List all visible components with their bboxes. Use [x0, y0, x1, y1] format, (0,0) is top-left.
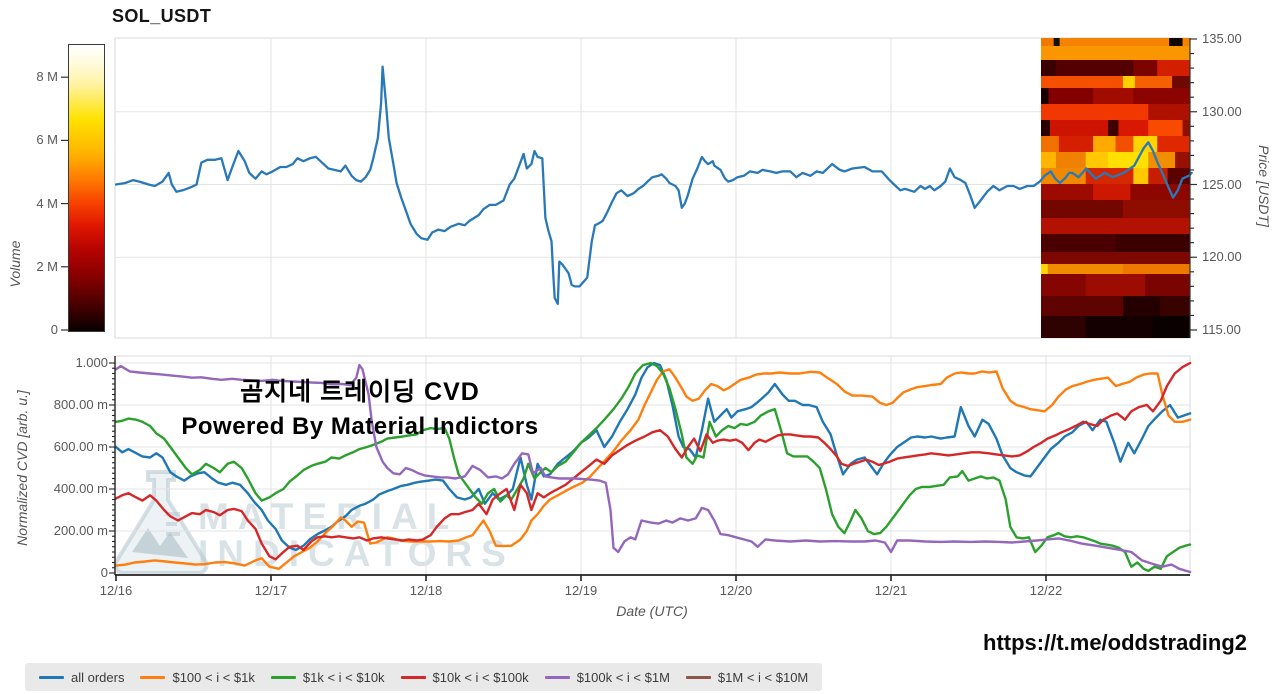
cvd-tick-label: 0 [100, 565, 108, 580]
legend-label: $100k < i < $1M [576, 669, 670, 685]
volume-tick-label: 8 M [36, 69, 58, 85]
cvd-tick-label: 600.00 m [53, 439, 108, 454]
legend-item-5: $1M < i < $10M [685, 669, 809, 685]
legend-label: $1k < i < $10k [302, 669, 385, 685]
volume-tick-label: 4 M [36, 195, 58, 211]
cvd-axis-label: Normalized CVD [arb. u.] [14, 390, 30, 546]
date-tick-label: 12/21 [874, 583, 908, 598]
price-tick-label: 130.00 [1202, 103, 1242, 119]
date-tick-label: 12/16 [99, 583, 133, 598]
legend-item-4: $100k < i < $1M [544, 669, 670, 685]
legend-item-0: all orders [39, 670, 124, 685]
date-axis-label: Date (UTC) [616, 603, 688, 619]
legend-item-3: $10k < i < $100k [400, 669, 529, 685]
volume-tick-label: 0 [50, 322, 58, 337]
legend-swatch-icon [140, 675, 166, 679]
chart-title: SOL_USDT [112, 6, 212, 26]
volume-tick-label: 6 M [36, 132, 58, 148]
legend-item-1: $100 < i < $1k [140, 669, 255, 685]
price-tick-label: 120.00 [1202, 249, 1242, 265]
legend-label: $100 < i < $1k [172, 669, 255, 685]
cvd-tick-label: 200.00 m [53, 523, 108, 538]
flask-icon [110, 466, 212, 579]
price-tick-label: 115.00 [1202, 322, 1241, 337]
volume-colorbar [68, 44, 105, 332]
date-tick-label: 12/20 [719, 583, 753, 598]
price-tick-label: 135.00 [1202, 31, 1242, 46]
date-tick-label: 12/18 [409, 583, 443, 598]
legend-label: all orders [71, 669, 125, 685]
legend-label: $1M < i < $10M [717, 669, 809, 685]
cvd-tick-label: 400.00 m [53, 481, 108, 496]
legend: all orders $100 < i < $1k $1k < i < $10k $1… [25, 663, 823, 691]
watermark-word-1: MATERIAL [198, 496, 459, 537]
legend-swatch-icon [270, 675, 296, 679]
legend-label: $10k < i < $100k [432, 669, 529, 685]
overlay-caption-line2: Powered By Material Indictors [181, 413, 539, 440]
overlay-caption-line1: 곰지네 트레이딩 CVD [240, 378, 480, 406]
date-tick-label: 12/17 [254, 583, 288, 598]
legend-swatch-icon [544, 675, 570, 679]
legend-swatch-icon [400, 675, 426, 679]
telegram-link: https://t.me/oddstrading2 [983, 630, 1247, 655]
overlay-caption: 곰지네 트레이딩 CVD Powered By Material Indicto… [140, 372, 580, 441]
cvd-tick-label: 800.00 m [53, 397, 108, 412]
legend-swatch-icon [685, 675, 711, 679]
price-tick-label: 125.00 [1202, 176, 1242, 192]
volume-tick-label: 2 M [36, 258, 58, 274]
price-axis-label: Price [USDT] [1256, 145, 1272, 227]
cvd-tick-label: 1.000 [75, 355, 108, 370]
legend-swatch-icon [39, 675, 64, 679]
date-tick-label: 12/19 [564, 583, 598, 598]
date-tick-label: 12/22 [1029, 583, 1063, 598]
legend-item-2: $1k < i < $10k [270, 669, 385, 685]
